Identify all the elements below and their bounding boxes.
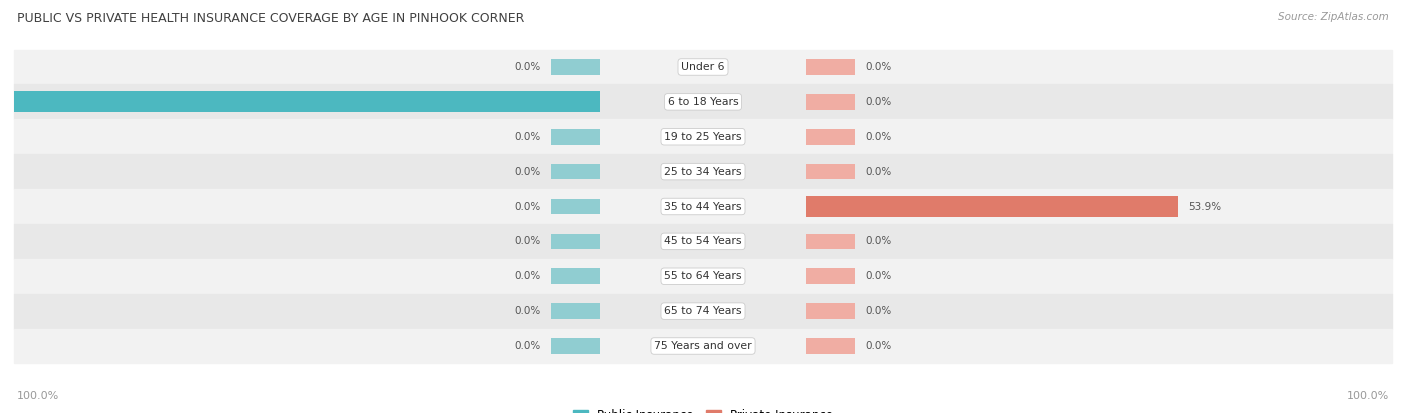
Text: 53.9%: 53.9% bbox=[1188, 202, 1222, 211]
Bar bbox=[14, 189, 1392, 224]
Text: 0.0%: 0.0% bbox=[865, 341, 891, 351]
Bar bbox=[551, 129, 599, 145]
Text: 0.0%: 0.0% bbox=[865, 306, 891, 316]
Text: Source: ZipAtlas.com: Source: ZipAtlas.com bbox=[1278, 12, 1389, 22]
Bar bbox=[807, 268, 855, 284]
Text: 100.0%: 100.0% bbox=[1347, 391, 1389, 401]
Bar bbox=[551, 303, 599, 319]
Bar bbox=[551, 233, 599, 249]
Bar bbox=[14, 224, 1392, 259]
Bar bbox=[14, 84, 1392, 119]
Text: 100.0%: 100.0% bbox=[17, 391, 59, 401]
Bar bbox=[14, 329, 1392, 363]
Bar bbox=[551, 164, 599, 180]
Bar bbox=[14, 259, 1392, 294]
Text: 0.0%: 0.0% bbox=[515, 341, 541, 351]
Bar bbox=[551, 268, 599, 284]
Text: 0.0%: 0.0% bbox=[515, 271, 541, 281]
Bar bbox=[551, 199, 599, 214]
Bar bbox=[807, 94, 855, 110]
Text: 0.0%: 0.0% bbox=[515, 166, 541, 177]
Text: 0.0%: 0.0% bbox=[865, 271, 891, 281]
Bar bbox=[807, 303, 855, 319]
Text: 19 to 25 Years: 19 to 25 Years bbox=[664, 132, 742, 142]
Bar bbox=[807, 129, 855, 145]
Text: 6 to 18 Years: 6 to 18 Years bbox=[668, 97, 738, 107]
Bar bbox=[807, 59, 855, 75]
Text: 25 to 34 Years: 25 to 34 Years bbox=[664, 166, 742, 177]
Text: 35 to 44 Years: 35 to 44 Years bbox=[664, 202, 742, 211]
Text: 45 to 54 Years: 45 to 54 Years bbox=[664, 236, 742, 247]
Bar bbox=[807, 338, 855, 354]
Bar bbox=[807, 196, 1178, 217]
Text: 0.0%: 0.0% bbox=[865, 132, 891, 142]
Text: 75 Years and over: 75 Years and over bbox=[654, 341, 752, 351]
Bar bbox=[14, 154, 1392, 189]
Text: 0.0%: 0.0% bbox=[515, 306, 541, 316]
Text: 0.0%: 0.0% bbox=[865, 97, 891, 107]
Bar bbox=[14, 50, 1392, 84]
Text: 0.0%: 0.0% bbox=[865, 62, 891, 72]
Text: 0.0%: 0.0% bbox=[515, 132, 541, 142]
Text: PUBLIC VS PRIVATE HEALTH INSURANCE COVERAGE BY AGE IN PINHOOK CORNER: PUBLIC VS PRIVATE HEALTH INSURANCE COVER… bbox=[17, 12, 524, 25]
Text: Under 6: Under 6 bbox=[682, 62, 724, 72]
Bar bbox=[0, 91, 599, 112]
Text: 65 to 74 Years: 65 to 74 Years bbox=[664, 306, 742, 316]
Bar bbox=[807, 164, 855, 180]
Bar bbox=[551, 338, 599, 354]
Text: 0.0%: 0.0% bbox=[515, 202, 541, 211]
Text: 0.0%: 0.0% bbox=[515, 62, 541, 72]
Bar bbox=[551, 59, 599, 75]
Bar bbox=[14, 294, 1392, 329]
Legend: Public Insurance, Private Insurance: Public Insurance, Private Insurance bbox=[568, 404, 838, 413]
Text: 0.0%: 0.0% bbox=[515, 236, 541, 247]
Bar bbox=[14, 119, 1392, 154]
Text: 0.0%: 0.0% bbox=[865, 236, 891, 247]
Text: 0.0%: 0.0% bbox=[865, 166, 891, 177]
Bar bbox=[807, 233, 855, 249]
Text: 55 to 64 Years: 55 to 64 Years bbox=[664, 271, 742, 281]
